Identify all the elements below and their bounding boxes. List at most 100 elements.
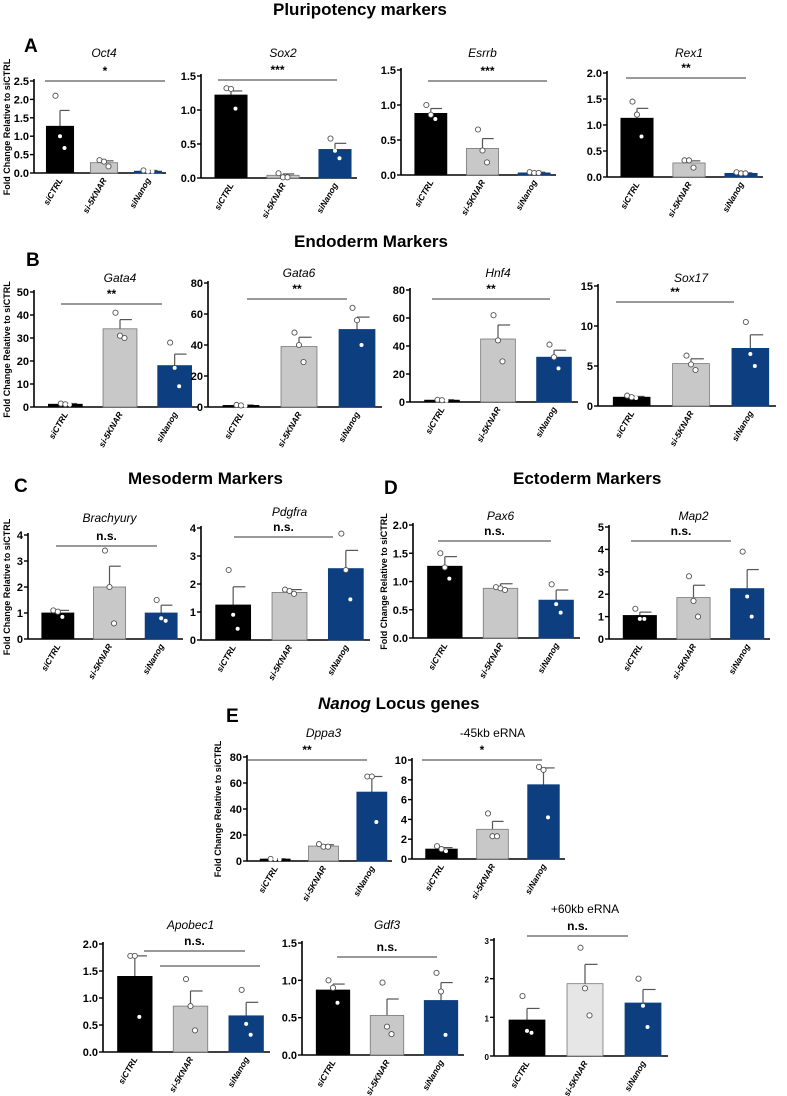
bar-sinanog xyxy=(423,1000,459,1056)
data-point xyxy=(474,126,482,133)
data-point xyxy=(556,366,561,371)
bar-sictrl xyxy=(622,615,657,640)
data-point xyxy=(690,164,697,171)
y-tick-label: 40 xyxy=(393,341,405,353)
data-point xyxy=(490,312,497,319)
y-tick-label: 60 xyxy=(191,309,203,321)
category-label: siNanog xyxy=(533,404,559,439)
chart-title: Pax6 xyxy=(487,509,515,523)
y-tick-label: 1 xyxy=(17,608,23,620)
category-label: si-5KNAR xyxy=(477,640,506,680)
y-axis-label: Fold Change Relative to siCTRL xyxy=(2,518,12,655)
y-tick-label: 0 xyxy=(399,397,405,409)
data-point xyxy=(231,612,236,617)
y-tick-label: 0 xyxy=(587,401,593,413)
bar-si-5knar xyxy=(280,346,318,408)
y-tick-label: 1 xyxy=(485,1014,490,1023)
y-tick-label: 1.5 xyxy=(83,966,98,978)
y-tick-label: 0.5 xyxy=(393,605,408,617)
y-tick-label: 2 xyxy=(598,589,604,601)
chart-title: Hnf4 xyxy=(485,266,511,280)
category-label: siCTRL xyxy=(508,1059,532,1090)
y-tick-label: 0 xyxy=(23,402,29,414)
data-point xyxy=(172,365,177,370)
data-point xyxy=(227,85,235,92)
y-tick-label: 80 xyxy=(230,752,242,764)
y-axis-label: Fold Change Relative to siCTRL xyxy=(2,58,12,195)
bar-sinanog xyxy=(356,791,388,862)
data-point xyxy=(633,111,641,118)
bar-sinanog xyxy=(327,568,364,641)
data-point xyxy=(100,158,108,165)
y-tick-label: 2 xyxy=(485,976,490,985)
category-label: si-5KNAR xyxy=(96,409,125,449)
data-point xyxy=(379,979,386,986)
bar-si-5knar xyxy=(369,1015,405,1056)
category-label: siNanog xyxy=(523,861,549,896)
data-point xyxy=(529,1030,534,1035)
category-label: si-5KNAR xyxy=(300,863,329,903)
category-label: si-5KNAR xyxy=(469,861,498,901)
category-label: siCTRL xyxy=(423,405,447,436)
data-point xyxy=(182,976,190,983)
bar-si-5knar xyxy=(672,363,710,407)
data-point xyxy=(273,857,278,862)
bar-sinanog xyxy=(228,1015,264,1053)
y-tick-label: 0.5 xyxy=(83,1020,98,1032)
y-tick-label: 40 xyxy=(230,804,242,816)
category-label: siNanog xyxy=(726,641,752,676)
data-point xyxy=(692,366,699,374)
y-tick-label: 1 xyxy=(190,607,196,619)
data-point xyxy=(338,530,345,537)
y-tick-label: 10 xyxy=(395,755,407,767)
data-point xyxy=(388,1031,395,1038)
data-point xyxy=(105,163,112,170)
y-tick-label: 1.0 xyxy=(83,993,98,1005)
panel-letter-d: D xyxy=(384,478,398,499)
y-tick-label: 1.0 xyxy=(14,131,29,143)
data-point xyxy=(150,169,155,174)
data-point xyxy=(558,610,563,615)
data-point xyxy=(586,1012,593,1019)
data-point xyxy=(110,620,118,627)
bar-sictrl xyxy=(41,612,75,640)
y-tick-label: 1.5 xyxy=(587,94,602,106)
data-point xyxy=(690,597,697,604)
data-point xyxy=(58,134,62,139)
data-point xyxy=(237,402,245,409)
y-tick-label: 20 xyxy=(230,830,242,842)
data-point xyxy=(295,341,303,349)
category-label: siCTRL xyxy=(39,642,63,673)
significance-label: ** xyxy=(681,61,691,75)
data-point xyxy=(629,98,636,105)
y-tick-label: 1.0 xyxy=(587,120,602,132)
y-tick-label: 5 xyxy=(598,522,604,534)
data-point xyxy=(739,548,746,555)
data-point xyxy=(348,597,353,602)
panel-letter-a: A xyxy=(24,36,38,57)
data-point xyxy=(67,402,72,407)
data-point xyxy=(187,1003,194,1010)
y-tick-label: 60 xyxy=(393,313,405,325)
y-tick-label: 30 xyxy=(17,333,29,345)
y-axis-label: Fold Change Relative to siCTRL xyxy=(379,513,389,650)
data-point xyxy=(191,1027,199,1034)
category-label: siNanog xyxy=(730,408,756,443)
category-label: siNanog xyxy=(535,640,561,675)
category-label: siCTRL xyxy=(314,1058,338,1089)
y-tick-label: 3 xyxy=(485,937,490,946)
data-point xyxy=(359,343,364,347)
y-tick-label: 0 xyxy=(598,634,604,646)
category-label: si-5KNAR xyxy=(266,642,295,682)
bar-sinanog xyxy=(318,149,352,179)
category-label: siCTRL xyxy=(618,180,642,211)
data-point xyxy=(433,843,441,850)
category-label: siCTRL xyxy=(426,641,450,672)
data-point xyxy=(433,969,440,976)
data-point xyxy=(349,304,356,311)
category-label: si-5KNAR xyxy=(561,1058,590,1096)
data-point xyxy=(441,564,448,571)
data-point xyxy=(248,1032,253,1037)
data-point xyxy=(146,169,150,174)
data-point xyxy=(121,334,128,342)
